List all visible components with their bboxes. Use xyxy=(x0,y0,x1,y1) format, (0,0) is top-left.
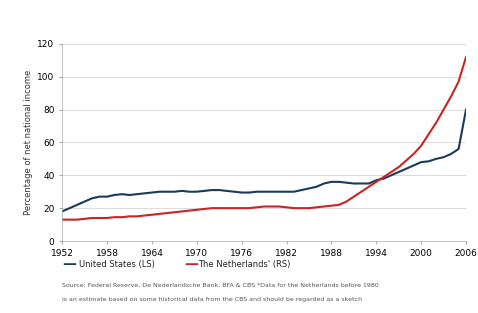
Text: The Netherlands' (RS): The Netherlands' (RS) xyxy=(198,260,291,269)
Text: —: — xyxy=(62,258,76,271)
Text: United States (LS): United States (LS) xyxy=(79,260,155,269)
Y-axis label: Percentage of net national income: Percentage of net national income xyxy=(24,70,33,215)
Text: Chart 1  Mortgage debt outstanding in the United States and the Netherlands: Chart 1 Mortgage debt outstanding in the… xyxy=(7,16,467,26)
Text: is an estimate based on some historical data from the CBS and should be regarded: is an estimate based on some historical … xyxy=(62,297,362,302)
Text: Source: Federal Reserve, De Nederlandsche Bank, BFA & CBS *Data for the Netherla: Source: Federal Reserve, De Nederlandsch… xyxy=(62,283,379,288)
Text: —: — xyxy=(184,258,198,271)
